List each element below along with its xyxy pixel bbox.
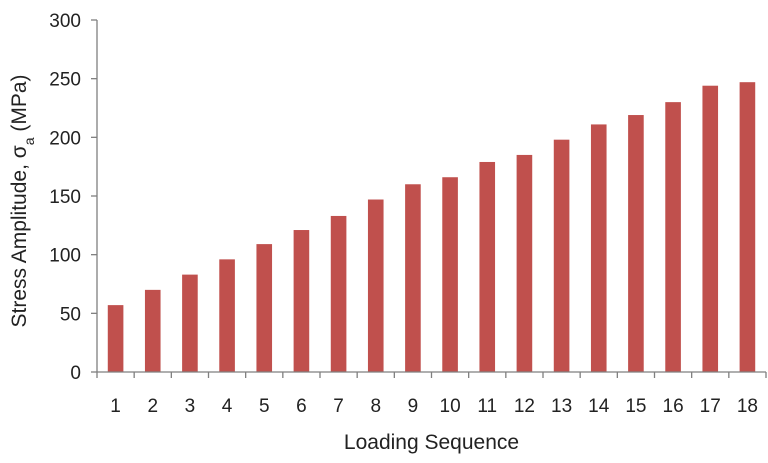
y-tick-label: 50: [60, 304, 81, 325]
bar: [405, 184, 421, 372]
bar: [479, 161, 496, 372]
y-tick-label: 200: [49, 128, 81, 149]
y-tick-label: 250: [49, 70, 81, 91]
x-tick-label: 14: [588, 396, 610, 417]
x-tick-label: 7: [333, 396, 344, 417]
bar: [516, 154, 533, 372]
x-tick-label: 15: [625, 396, 646, 417]
x-tick-label: 13: [551, 396, 572, 417]
x-tick-label: 2: [147, 396, 158, 417]
x-tick-label: 3: [185, 396, 196, 417]
x-tick-label: 8: [370, 396, 381, 417]
y-tick-label: 300: [49, 11, 81, 32]
y-axis: 0 50 100 150 200 250 300: [49, 11, 97, 384]
y-tick-label: 150: [49, 187, 81, 208]
x-tick-label: 12: [514, 396, 535, 417]
bar: [330, 215, 347, 372]
x-tick-label: 4: [222, 396, 233, 417]
bar: [256, 244, 273, 372]
bar: [367, 199, 384, 372]
x-tick-label: 11: [477, 396, 497, 417]
bar: [665, 102, 681, 372]
x-axis: 1 2 3 4 5 6 7 8 9 10 11 12 13 14 15 16 17 18: [96, 372, 767, 417]
x-tick-label: 18: [737, 396, 758, 417]
y-axis-title-subscript: a: [21, 137, 37, 145]
x-tick-label: 6: [296, 396, 307, 417]
bar: [219, 259, 235, 372]
bar: [182, 274, 198, 372]
y-axis-title-unit: (MPa): [8, 75, 31, 138]
bar: [144, 289, 161, 372]
bar: [553, 139, 570, 372]
x-tick-label: 5: [259, 396, 270, 417]
y-axis-title-main: Stress Amplitude, σ: [8, 145, 31, 327]
x-tick-label: 10: [440, 396, 461, 417]
bars: [107, 82, 756, 372]
x-tick-label: 17: [700, 396, 721, 417]
bar: [442, 177, 458, 372]
x-tick-label: 9: [408, 396, 419, 417]
x-tick-label: 1: [110, 396, 121, 417]
bar: [293, 230, 310, 372]
bar: [590, 124, 607, 372]
y-tick-label: 100: [49, 246, 81, 267]
bar: [628, 115, 644, 372]
bar: [107, 305, 124, 372]
x-axis-title: Loading Sequence: [344, 431, 519, 454]
bar: [702, 85, 719, 372]
bar: [739, 82, 756, 372]
x-tick-label: 16: [663, 396, 684, 417]
y-tick-label: 0: [70, 363, 81, 384]
y-axis-title: Stress Amplitude, σa (MPa): [8, 75, 37, 328]
